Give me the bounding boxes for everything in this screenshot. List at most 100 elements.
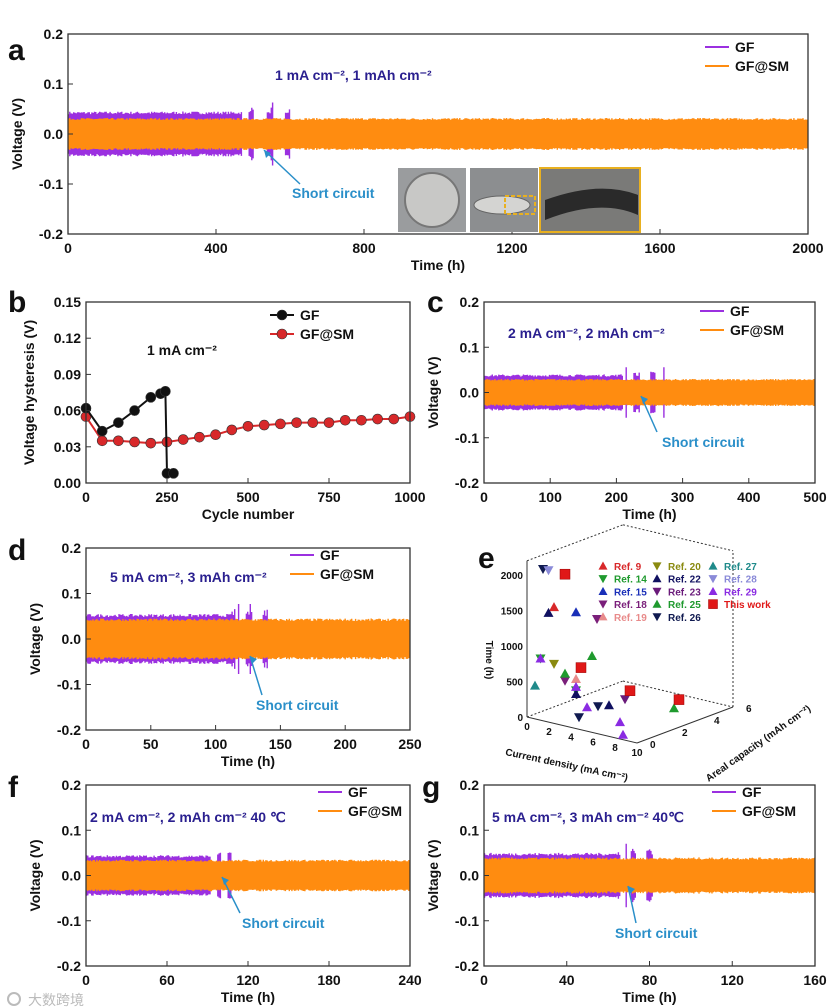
panel-b: 0 250 500 750 1000 0.00 0.03 0.06 0.09 0.12 0.15 Cy… [8,286,426,522]
legend-label: Ref. 27 [724,562,757,573]
legend-label: Ref. 28 [724,575,757,586]
x-tick-label: 4 [568,732,574,743]
legend-label: GF@SM [320,566,374,582]
y-tick-label: 0.2 [62,777,82,793]
data-point-Ref22 [604,700,614,710]
legend-marker [708,561,718,570]
panel-c: 0 100 200 300 400 500 -0.2 -0.1 0.0 0.1 0.2 Time (h… [425,286,827,522]
y-tick-label: -0.1 [57,677,81,693]
y-tick-label: -0.2 [57,722,81,738]
y-tick-label: -0.2 [455,475,479,491]
y-tick-label: -0.1 [57,913,81,929]
data-point-GF [160,385,171,397]
cross-section-layer [545,188,638,220]
y-tick-label: 0.2 [44,26,64,42]
x-tick-label: 0 [480,972,488,988]
coin-cell-side-icon [473,195,531,215]
y-axis-label: Areal capacity (mAh cm⁻²) [704,704,813,785]
short-circuit-label: Short circuit [292,185,375,201]
arrow-head-icon [641,396,648,404]
series-band-GF@SM [85,618,410,660]
z-tick-label: 0 [517,713,523,724]
y-tick-label: -0.2 [455,958,479,974]
data-point-GF@SM [356,414,367,426]
panel-a: 0 400 800 1200 1600 2000 -0.2 -0.1 0.0 0.1 0.2 Time… [8,26,824,273]
data-point-Ref29 [618,729,628,739]
y-tick-label: 0.15 [54,294,81,310]
zoom-box [504,195,536,215]
x-tick-label: 0 [82,972,90,988]
data-point-Ref23 [620,695,630,705]
legend-label: Ref. 9 [614,562,642,573]
panel-g: 0 40 80 120 160 -0.2 -0.1 0.0 0.1 0.2 Time (h) Volt… [422,771,827,1005]
legend-label: GF [320,547,340,563]
x-tick-label: 300 [671,489,695,505]
legend-label: Ref. 29 [724,587,757,598]
data-point-Thiswork [559,568,571,580]
y-tick-label: -0.1 [455,430,479,446]
data-point-Ref25 [560,668,570,678]
y-tick-label: 0.1 [460,339,480,355]
legend-marker [598,561,608,570]
x-axis-label: Cycle number [202,506,295,522]
y-axis-label: Voltage (V) [9,98,25,170]
x-tick-label: 120 [721,972,745,988]
arrow-head-icon [264,150,271,158]
x-tick-label: 80 [642,972,658,988]
x-tick-label: 250 [155,489,179,505]
x-tick-label: 40 [559,972,575,988]
panel-letter: f [8,771,19,804]
data-point-Ref20 [549,659,559,669]
data-point-Ref25 [669,703,679,713]
data-point-Thiswork [575,662,587,673]
data-point-Ref19 [571,674,581,684]
data-point-GF@SM [323,417,335,428]
x-tick-label: 0 [480,489,488,505]
y-tick-label: 0.0 [62,631,82,647]
condition-annotation: 1 mA cm⁻², 1 mAh cm⁻² [275,67,432,83]
short-circuit-label: Short circuit [242,915,325,931]
legend-label: GF [742,784,762,800]
y-axis-label: Voltage (V) [425,839,441,911]
z-axis-label: Time (h) [483,641,494,680]
arrow-head-icon [222,877,229,885]
legend-marker [708,575,718,584]
series-band-GF@SM [85,859,410,892]
y-tick-label: 0.1 [62,822,82,838]
panel-letter: c [427,286,444,319]
x-axis-label: Time (h) [622,989,676,1005]
y-tick-label: 0.0 [62,868,82,884]
x-axis-label: Time (h) [221,989,275,1005]
y-tick-label: 6 [746,704,752,715]
data-point-Thiswork [673,694,685,705]
y-tick-label: -0.1 [455,913,479,929]
x-tick-label: 10 [631,748,643,759]
x-tick-label: 8 [612,743,618,754]
legend-label: GF@SM [735,58,789,74]
data-point-GF@SM [339,414,351,426]
box-edge [622,524,734,552]
short-circuit-arrow [627,885,637,924]
data-point-GF@SM [258,419,270,431]
data-point-Ref29 [615,717,625,727]
data-point-GF@SM [177,434,189,445]
data-point-Thiswork [624,685,636,696]
data-point-GF@SM [210,429,221,441]
data-point-GF@SM [291,417,302,428]
condition-annotation: 5 mA cm⁻², 3 mAh cm⁻² 40℃ [492,809,684,825]
x-tick-label: 150 [269,736,293,752]
watermark-logo: 大数跨境 [28,993,84,1008]
data-point-Ref9 [549,602,559,612]
y-axis-label: Voltage (V) [27,603,43,675]
arrow-head-icon [628,886,635,894]
data-point-GF [168,468,179,479]
x-tick-label: 120 [236,972,260,988]
y-axis-label: Voltage (V) [425,356,441,428]
data-point-Ref27 [530,680,540,690]
coin-cell-icon [404,172,460,228]
legend-label: GF [730,303,750,319]
y-axis-label: Voltage (V) [27,839,43,911]
series-band-GF@SM [483,378,816,407]
x-tick-label: 800 [352,240,376,256]
